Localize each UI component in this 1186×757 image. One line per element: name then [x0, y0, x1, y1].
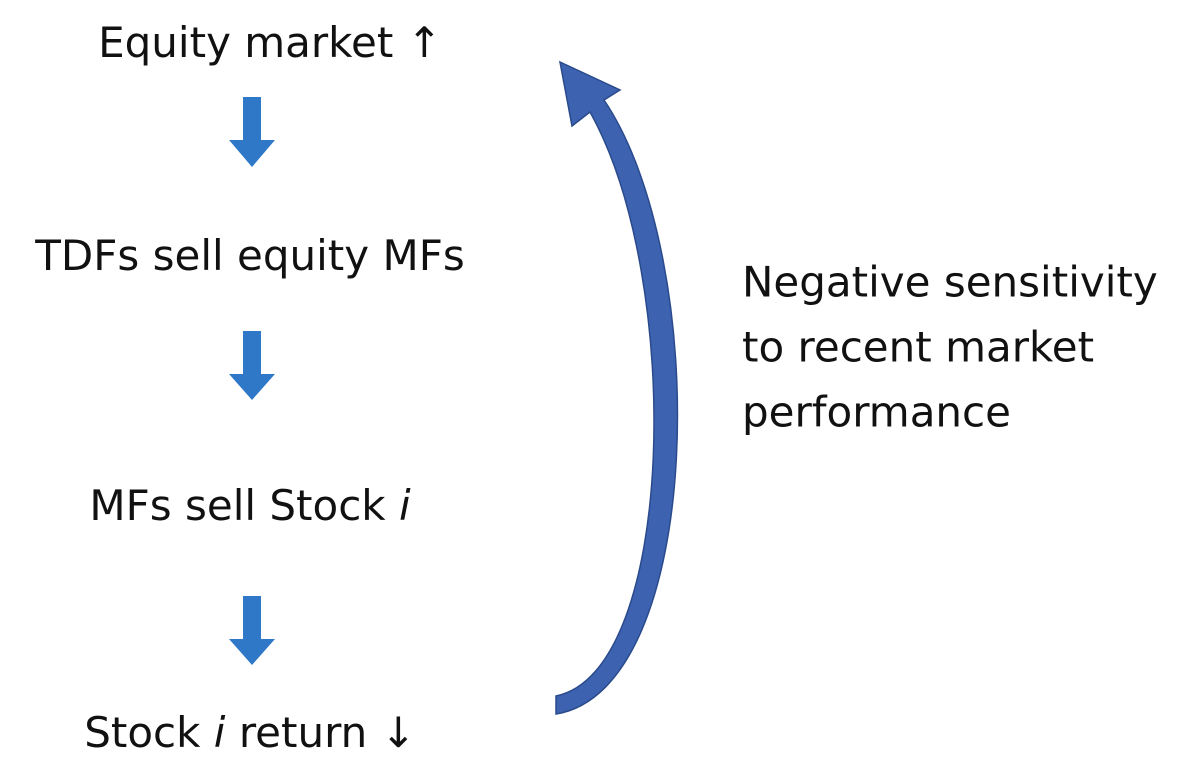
node-text: Equity market ↑	[98, 18, 442, 67]
feedback-label-line: Negative sensitivity	[742, 258, 1158, 307]
node-label: Equity market ↑	[98, 18, 442, 67]
node-label: TDFs sell equity MFs	[34, 231, 465, 280]
node-text: MFs sell Stock	[89, 481, 386, 530]
feedback-label-line: to recent market	[742, 323, 1094, 372]
node-text-italic: i	[399, 481, 411, 530]
node-label: Stock i return ↓	[84, 708, 416, 757]
down-arrow	[229, 331, 275, 400]
node-text: TDFs sell equity MFs	[34, 231, 465, 280]
feedback-label-line: performance	[742, 388, 1011, 437]
node-text: return ↓	[239, 708, 416, 757]
feedback-arrow	[555, 60, 679, 715]
down-arrow	[229, 596, 275, 665]
node-text-italic: i	[214, 708, 226, 757]
down-arrow	[229, 97, 275, 167]
node-text: Stock	[84, 708, 201, 757]
node-label: MFs sell Stock i	[89, 481, 411, 530]
